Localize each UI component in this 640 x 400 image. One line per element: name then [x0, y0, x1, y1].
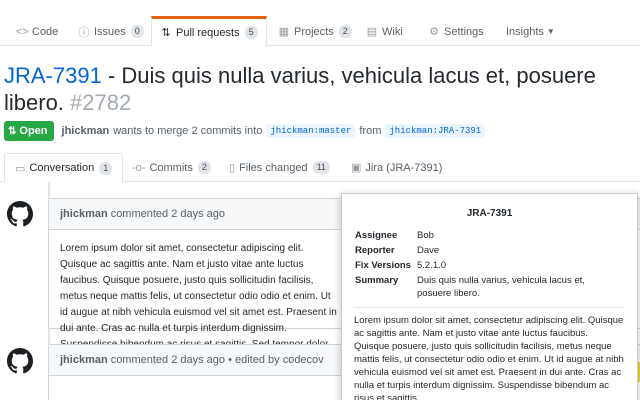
issue-icon: ⓘ — [78, 26, 90, 39]
tab-projects[interactable]: ▦ Projects 2 — [270, 16, 360, 47]
tab-issues[interactable]: ⓘ Issues 0 — [70, 16, 152, 47]
field-label: Reporter — [355, 245, 395, 256]
comment-meta: commented 2 days ago • edited by codecov — [110, 354, 324, 366]
tab-conversation[interactable]: ▭ Conversation 1 — [4, 153, 124, 183]
jira-issue-popup: JRA-7391 Assignee Bob Reporter Dave Fix … — [341, 193, 638, 400]
pull-request-icon: ⇅ — [161, 27, 171, 39]
pr-meta: ⇅ Open jhickman wants to merge 2 commits… — [4, 121, 489, 141]
field-label: Assignee — [355, 230, 398, 241]
tab-label: Files changed — [239, 161, 308, 174]
tab-label: Jira (JRA-7391) — [365, 161, 443, 174]
jira-icon: ▣ — [351, 162, 362, 174]
pull-request-icon: ⇅ — [8, 125, 17, 137]
gear-icon: ⚙ — [429, 26, 439, 38]
tab-label: Code — [32, 25, 59, 38]
projects-count: 2 — [338, 25, 352, 38]
pr-title-text: - Duis quis nulla varius, vehicula lacus… — [4, 63, 596, 115]
book-icon: ▤ — [366, 26, 378, 38]
tab-wiki[interactable]: ▤ Wiki — [358, 16, 411, 47]
jira-key-link[interactable]: JRA-7391 — [4, 63, 102, 88]
github-avatar-icon[interactable] — [7, 201, 33, 227]
base-branch[interactable]: jhickman:master — [266, 124, 356, 138]
comment-author[interactable]: jhickman — [60, 208, 108, 220]
tab-label: Pull requests — [176, 26, 240, 39]
tab-label: Insights — [506, 25, 544, 38]
github-avatar-icon[interactable] — [7, 348, 33, 374]
field-label: Fix Versions — [355, 260, 411, 271]
commit-icon: -o- — [132, 161, 146, 174]
pull-requests-count: 5 — [244, 26, 258, 39]
issues-count: 0 — [130, 25, 144, 38]
comment-icon: ▭ — [15, 162, 26, 175]
tab-label: Conversation — [29, 162, 95, 174]
jira-fields-table: Assignee Bob Reporter Dave Fix Versions … — [355, 228, 617, 301]
tab-jira[interactable]: ▣ Jira (JRA-7391) — [341, 153, 452, 182]
comment-meta: commented 2 days ago — [110, 208, 226, 220]
commits-count: 2 — [197, 161, 211, 174]
code-icon: <> — [16, 25, 29, 38]
field-value: Dave — [417, 245, 440, 256]
head-branch[interactable]: jhickman:JRA-7391 — [385, 124, 486, 138]
tab-label: Wiki — [382, 25, 403, 38]
tab-insights[interactable]: Insights ▼ — [498, 16, 563, 47]
field-label: Summary — [355, 275, 399, 286]
jira-field-row: Reporter Dave — [355, 243, 617, 258]
field-value: Duis quis nulla varius, vehicula lacus e… — [417, 275, 585, 299]
jira-popup-title: JRA-7391 — [466, 208, 513, 219]
jira-description: Lorem ipsum dolor sit amet, consectetur … — [354, 315, 624, 400]
jira-field-row: Summary Duis quis nulla varius, vehicula… — [355, 273, 617, 301]
field-value: 5.2.1.0 — [417, 260, 447, 271]
comment-author[interactable]: jhickman — [60, 354, 108, 366]
jira-field-row: Fix Versions 5.2.1.0 — [355, 258, 617, 273]
page-title: JRA-7391 - Duis quis nulla varius, vehic… — [4, 62, 604, 116]
files-changed-count: 11 — [312, 161, 330, 174]
tab-files-changed[interactable]: ▯ Files changed 11 — [219, 153, 340, 182]
field-value: Bob — [417, 230, 434, 241]
project-icon: ▦ — [278, 26, 290, 38]
conversation-count: 1 — [99, 161, 113, 175]
tab-settings[interactable]: ⚙ Settings — [420, 16, 492, 47]
from-text: from — [359, 125, 382, 137]
status-badge: ⇅ Open — [4, 121, 54, 141]
tab-label: Settings — [444, 25, 484, 38]
file-diff-icon: ▯ — [229, 162, 236, 174]
pr-tabs: ▭ Conversation 1 -o- Commits 2 ▯ Files c… — [0, 153, 640, 183]
tab-commits[interactable]: -o- Commits 2 — [122, 153, 221, 182]
status-label: Open — [19, 125, 48, 137]
tab-label: Issues — [94, 25, 126, 38]
merge-text: wants to merge 2 commits into — [113, 125, 263, 137]
tab-code[interactable]: <> Code — [8, 16, 66, 47]
divider — [354, 307, 625, 308]
chevron-down-icon: ▼ — [546, 27, 555, 36]
jira-field-row: Assignee Bob — [355, 228, 617, 243]
repo-nav: <> Code ⓘ Issues 0 ⇅ Pull requests 5 ▦ P… — [0, 16, 640, 47]
pr-number: #2782 — [70, 90, 132, 115]
tab-pull-requests[interactable]: ⇅ Pull requests 5 — [151, 16, 267, 47]
tab-label: Projects — [294, 25, 334, 38]
author-link[interactable]: jhickman — [61, 125, 110, 137]
tab-label: Commits — [149, 161, 193, 174]
